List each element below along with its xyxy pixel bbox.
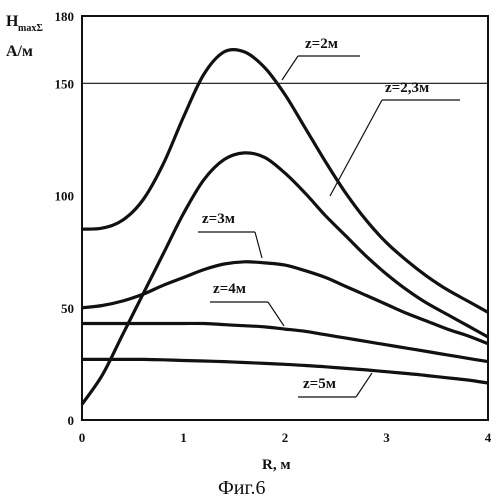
y-tick-label: 100 xyxy=(55,189,75,204)
y-axis-label-sub: maxΣ xyxy=(18,23,43,34)
curve-label-leader-4 xyxy=(268,302,284,326)
curve-label-leader-2 xyxy=(330,100,382,196)
leader-group xyxy=(198,56,460,397)
y-tick-label: 180 xyxy=(55,9,75,24)
curve-label-2: z=2,3м xyxy=(385,80,429,96)
series-line-4 xyxy=(82,323,488,361)
curve-label-1: z=2м xyxy=(305,36,338,52)
x-tick-label: 4 xyxy=(485,430,492,445)
y-tick-label: 150 xyxy=(55,76,75,91)
x-tick-label: 0 xyxy=(79,430,86,445)
x-axis-label: R, м xyxy=(262,457,291,473)
series-line-2 xyxy=(82,153,488,404)
y-tick-label: 50 xyxy=(61,301,74,316)
figure-caption: Фиг.6 xyxy=(218,477,265,499)
y-tick-label: 0 xyxy=(68,413,75,428)
curve-label-4: z=4м xyxy=(213,281,246,297)
curve-label-5: z=5м xyxy=(303,376,336,392)
x-tick-label: 3 xyxy=(383,430,390,445)
series-line-5 xyxy=(82,359,488,383)
x-tick-label: 2 xyxy=(282,430,289,445)
series-group xyxy=(82,50,488,405)
curve-label-leader-3 xyxy=(255,232,262,258)
curve-label-leader-1 xyxy=(282,56,298,80)
tick-label-group: 0 50 100 150 180 0 1 2 3 4 xyxy=(55,9,492,445)
label-group: z=2м z=2,3м z=3м z=4м z=5м xyxy=(202,36,429,392)
x-tick-label: 1 xyxy=(180,430,187,445)
curve-label-3: z=3м xyxy=(202,211,235,227)
y-axis-label-unit: А/м xyxy=(6,43,33,60)
curve-label-leader-5 xyxy=(356,373,372,397)
